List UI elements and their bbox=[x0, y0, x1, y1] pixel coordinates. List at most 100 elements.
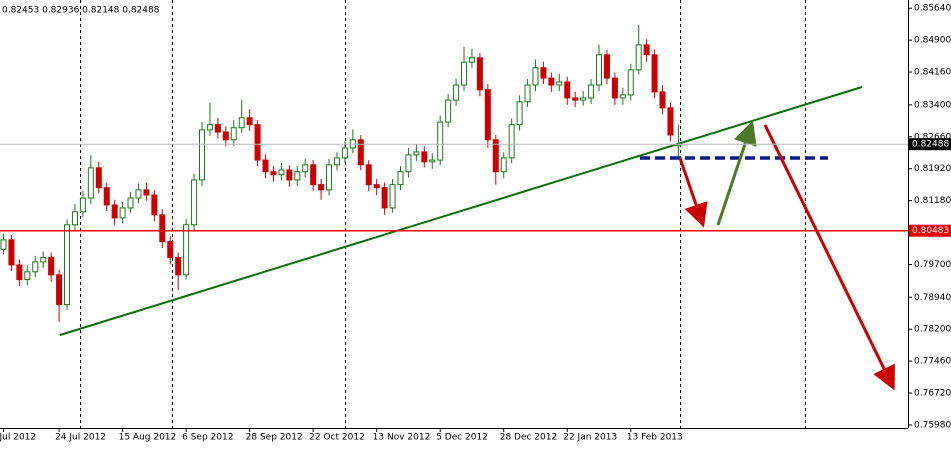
x-tick-label: 24 Jul 2012 bbox=[55, 433, 106, 443]
y-tick-label: 0.78940 bbox=[914, 293, 951, 303]
x-tick-label: 28 Sep 2012 bbox=[246, 433, 303, 443]
candle-body bbox=[603, 54, 610, 79]
x-tick-label: 28 Dec 2012 bbox=[500, 433, 557, 443]
candle-body bbox=[397, 171, 404, 186]
price-label: 0.82488 bbox=[912, 140, 949, 150]
candle-body bbox=[278, 169, 285, 176]
candle-body bbox=[500, 157, 507, 173]
candle-body bbox=[286, 169, 293, 181]
plot bbox=[0, 25, 682, 322]
y-tick-label: 0.77460 bbox=[914, 357, 951, 367]
candle-body bbox=[127, 197, 134, 209]
candle-body bbox=[270, 171, 277, 176]
candle-body bbox=[318, 184, 325, 191]
candle-body bbox=[611, 77, 618, 99]
candle-body bbox=[619, 94, 626, 99]
y-tick-label: 0.84160 bbox=[914, 68, 951, 78]
candle-body bbox=[580, 97, 587, 101]
candle-body bbox=[0, 239, 7, 250]
x-tick-label: Jul 2012 bbox=[0, 433, 36, 443]
y-tick-label: 0.84900 bbox=[914, 36, 951, 46]
candle-body bbox=[389, 184, 396, 209]
candle-body bbox=[484, 89, 491, 141]
candle-body bbox=[492, 139, 499, 173]
candle-body bbox=[71, 211, 78, 226]
candle-body bbox=[16, 264, 23, 281]
y-tick-label: 0.82660 bbox=[914, 132, 951, 142]
candle-body bbox=[381, 187, 388, 209]
price-label-box bbox=[909, 224, 951, 237]
candle-body bbox=[87, 167, 94, 199]
candle-body bbox=[627, 69, 634, 96]
candle-body bbox=[445, 99, 452, 123]
candle-body bbox=[103, 187, 110, 206]
candle-body bbox=[95, 167, 102, 189]
candle-body bbox=[461, 61, 468, 86]
candle-body bbox=[79, 197, 86, 213]
candle-body bbox=[508, 124, 515, 159]
candle-body bbox=[254, 124, 261, 161]
candle-body bbox=[222, 131, 229, 141]
y-tick-label: 0.76720 bbox=[914, 389, 951, 399]
y-tick-label: 0.78200 bbox=[914, 325, 951, 335]
candle-body bbox=[119, 207, 126, 219]
candle-body bbox=[191, 179, 198, 226]
candle-body bbox=[357, 139, 364, 166]
x-tick-label: 13 Feb 2013 bbox=[627, 433, 683, 443]
vertical-grid bbox=[80, 0, 806, 428]
candle-body bbox=[238, 117, 245, 129]
candle-body bbox=[556, 81, 563, 86]
candle-body bbox=[548, 77, 555, 86]
candle-body bbox=[310, 164, 317, 186]
candle-body bbox=[48, 257, 55, 276]
candle-body bbox=[405, 154, 412, 173]
y-tick-label: 0.79700 bbox=[914, 260, 951, 270]
candle-body bbox=[516, 101, 523, 126]
candle-body bbox=[373, 184, 380, 189]
candle-body bbox=[421, 151, 428, 163]
x-tick-label: 13 Nov 2012 bbox=[373, 433, 431, 443]
candle-body bbox=[453, 84, 460, 101]
x-tick-label: 22 Jan 2013 bbox=[563, 433, 617, 443]
candle-body bbox=[143, 189, 150, 196]
y-tick-label: 0.81180 bbox=[914, 196, 951, 206]
candle-body bbox=[167, 241, 174, 259]
candle-body bbox=[437, 121, 444, 161]
candle-body bbox=[262, 159, 269, 173]
candle-body bbox=[413, 151, 420, 156]
arrow-down bbox=[678, 157, 708, 228]
candle-body bbox=[476, 57, 483, 91]
arrow-down bbox=[763, 124, 895, 391]
x-tick-label: 15 Aug 2012 bbox=[119, 433, 177, 443]
candle-body bbox=[206, 124, 213, 131]
candle-body bbox=[429, 159, 436, 163]
candle-body bbox=[56, 274, 63, 306]
candle-body bbox=[151, 194, 158, 216]
x-tick-label: 22 Oct 2012 bbox=[309, 433, 365, 443]
candle-body bbox=[572, 97, 579, 101]
candle-body bbox=[64, 224, 71, 306]
x-tick-label: 5 Dec 2012 bbox=[436, 433, 488, 443]
ohlc-label: 0.82453 0.82936 0.82148 0.82488 bbox=[2, 6, 160, 16]
candle-body bbox=[341, 147, 348, 159]
candle-body bbox=[302, 164, 309, 173]
y-tick-label: 0.85640 bbox=[914, 4, 951, 14]
candle-body bbox=[32, 261, 39, 273]
candle-body bbox=[588, 84, 595, 99]
candle-body bbox=[40, 257, 47, 263]
candle-body bbox=[659, 91, 666, 109]
price-label: 0.80483 bbox=[912, 226, 949, 236]
candle-body bbox=[135, 189, 142, 199]
candle-body bbox=[246, 117, 253, 126]
y-tick-label: 0.75980 bbox=[914, 420, 951, 430]
y-tick-label: 0.81920 bbox=[914, 164, 951, 174]
price-label-box bbox=[909, 138, 951, 151]
candle-body bbox=[532, 67, 539, 86]
arrow-up bbox=[716, 120, 757, 226]
y-tick-label: 0.83400 bbox=[914, 100, 951, 110]
candle-body bbox=[596, 54, 602, 86]
candle-body bbox=[175, 257, 182, 276]
candle-body bbox=[468, 57, 475, 63]
